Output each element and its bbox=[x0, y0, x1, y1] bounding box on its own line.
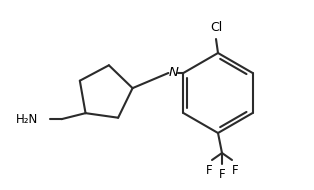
Text: F: F bbox=[232, 164, 238, 177]
Text: Cl: Cl bbox=[210, 21, 222, 34]
Text: F: F bbox=[206, 164, 212, 177]
Text: F: F bbox=[219, 168, 225, 181]
Text: N: N bbox=[168, 66, 178, 79]
Text: H₂N: H₂N bbox=[16, 113, 39, 126]
